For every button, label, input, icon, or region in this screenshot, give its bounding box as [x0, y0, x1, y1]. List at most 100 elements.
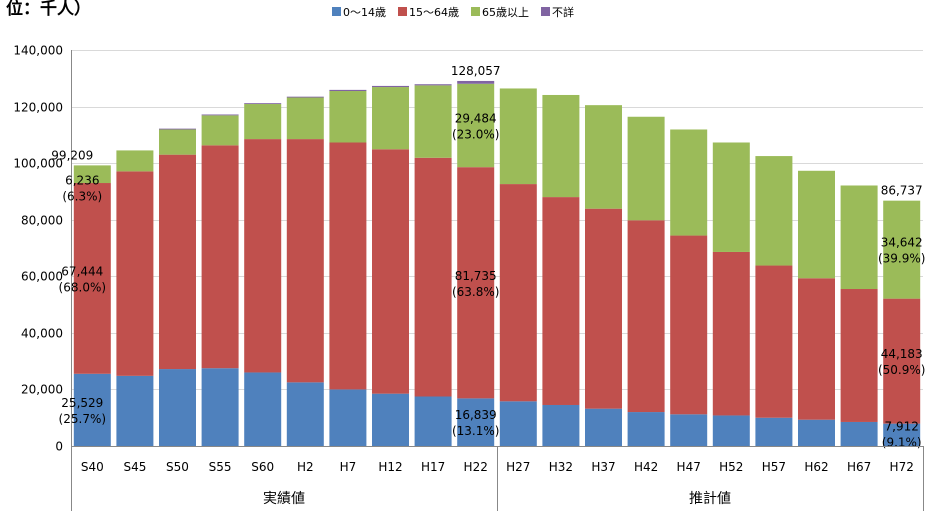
x-tick-label: H57: [762, 460, 786, 474]
gridlines: [71, 50, 923, 447]
x-tick-label: H2: [297, 460, 314, 474]
bar-segment: [244, 372, 282, 446]
bar-segment: [627, 412, 665, 446]
bar-segment: [755, 156, 793, 266]
bar-segment: [883, 423, 921, 446]
bar-segment: [329, 142, 367, 390]
bar-segment: [159, 154, 196, 370]
legend-label: 65歳以上: [482, 6, 529, 19]
x-tick-label: H22: [464, 460, 488, 474]
total-label: 86,737: [881, 184, 923, 198]
bar-segment: [286, 382, 324, 446]
segment-percent-label: (25.7%): [59, 412, 106, 426]
bar-segment: [201, 145, 239, 369]
bar-segment: [542, 404, 580, 446]
bar-segment: [414, 84, 452, 86]
bar-segment: [542, 197, 580, 405]
bar-segment: [840, 185, 878, 290]
bar-segment: [414, 85, 452, 158]
bar-segment: [670, 129, 708, 236]
bar-segment: [840, 421, 878, 446]
chart-title: 位：千人）: [6, 0, 91, 19]
bar-segment: [585, 208, 622, 409]
bar-segment: [159, 128, 196, 130]
bar-segment: [670, 414, 708, 446]
bar-segment: [414, 396, 452, 446]
segment-percent-label: (39.9%): [878, 252, 925, 266]
bar-segment: [712, 142, 750, 252]
bar-segment: [499, 88, 537, 185]
y-tick-label: 20,000: [21, 383, 63, 397]
bar-segment: [201, 114, 239, 116]
bar-segment: [585, 408, 622, 446]
group-label: 実績値: [263, 491, 305, 507]
data-labels: 99,209 128,057 86,737 6,236 (6.3%) 67,444 (68.…: [51, 64, 925, 450]
y-tick-label: 40,000: [21, 327, 63, 341]
bar-segment: [499, 184, 537, 402]
bar-segment: [329, 89, 367, 92]
y-tick-label: 80,000: [21, 214, 63, 228]
x-tick-label: H72: [890, 460, 914, 474]
bar-segment: [159, 129, 196, 155]
x-tick-label: S55: [209, 460, 232, 474]
bar-segment: [372, 85, 409, 88]
bar-segment: [840, 289, 878, 422]
x-tick-label: H42: [634, 460, 658, 474]
bar-segment: [542, 94, 580, 198]
x-tick-label: H12: [378, 460, 402, 474]
legend: 0〜14歳 15〜64歳 65歳以上 不詳: [332, 5, 574, 19]
bar-segment: [798, 170, 835, 279]
x-tick-label: H32: [549, 460, 573, 474]
total-label: 128,057: [451, 64, 501, 78]
bar-segment: [499, 401, 537, 446]
bar-segment: [116, 171, 154, 376]
x-tick-label: H67: [847, 460, 871, 474]
bar-segment: [755, 417, 793, 446]
bar-segment: [329, 91, 367, 143]
legend-swatch: [471, 7, 480, 16]
x-tick-label: H17: [421, 460, 445, 474]
bar-segment: [329, 389, 367, 446]
x-tick-label: H7: [340, 460, 357, 474]
x-tick-label: S45: [123, 460, 146, 474]
bar-segment: [244, 104, 282, 140]
segment-value-label: 16,839: [455, 408, 497, 422]
x-tick-label: S60: [251, 460, 274, 474]
bar-segment: [244, 139, 282, 373]
segment-value-label: 67,444: [61, 264, 103, 278]
x-tick-label: H37: [591, 460, 615, 474]
bar-segment: [627, 220, 665, 413]
segment-percent-label: (9.1%): [882, 436, 922, 450]
bar-segment: [712, 251, 750, 416]
bar-segment: [457, 80, 495, 84]
bar-segment: [286, 97, 324, 140]
segment-percent-label: (13.1%): [452, 424, 499, 438]
bar-segment: [883, 298, 921, 424]
segment-value-label: 6,236: [65, 173, 99, 187]
bar-segment: [372, 87, 409, 150]
legend-label: 0〜14歳: [343, 6, 386, 19]
bar-segment: [286, 139, 324, 383]
bar-segment: [73, 373, 111, 446]
bar-segment: [670, 235, 708, 415]
x-tick-label: H47: [677, 460, 701, 474]
bar-segment: [712, 415, 750, 446]
bar-segment: [73, 165, 111, 184]
y-tick-label: 100,000: [13, 157, 63, 171]
x-axis: S40 S45 S50 S55 S60 H2 H7 H12 H17 H22 H27 H32 H37 H42…: [71, 446, 924, 511]
y-tick-label: 140,000: [13, 44, 63, 58]
legend-swatch: [332, 7, 341, 16]
y-tick-label: 60,000: [21, 270, 63, 284]
bar-segment: [457, 398, 495, 446]
bar-segment: [798, 278, 835, 420]
bar-segment: [244, 103, 282, 105]
bar-segment: [798, 419, 835, 446]
x-tick-label: S50: [166, 460, 189, 474]
bar-segment: [116, 375, 154, 446]
segment-value-label: 29,484: [455, 111, 497, 125]
legend-label: 15〜64歳: [409, 6, 459, 19]
segment-percent-label: (6.3%): [62, 189, 102, 203]
x-tick-label: S40: [81, 460, 104, 474]
y-axis: 0 20,000 40,000 60,000 80,000 100,000 120,000 1…: [13, 44, 72, 454]
